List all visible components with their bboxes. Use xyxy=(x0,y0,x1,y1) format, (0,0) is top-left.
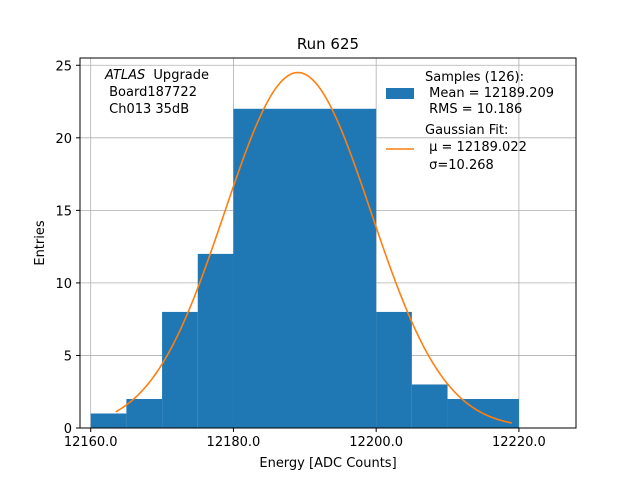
gaussian-fit-curve xyxy=(115,71,512,424)
annotation-line-2: Board187722 xyxy=(105,85,197,100)
legend-samples-swatch xyxy=(386,88,414,99)
y-tick-label: 20 xyxy=(55,132,72,147)
histogram-bar xyxy=(197,253,234,428)
legend-fit-line-3: σ=10.268 xyxy=(425,158,494,173)
legend-samples-line-2: Mean = 12189.209 xyxy=(425,86,554,101)
y-axis: 0 5 10 15 20 25 xyxy=(55,59,80,437)
y-axis-label: Entries xyxy=(33,220,48,266)
histogram-bar xyxy=(126,398,163,428)
annotation-box: ATLAS Upgrade Board187722 Ch013 35dB xyxy=(104,68,209,117)
legend-fit-line-1: Gaussian Fit: xyxy=(425,123,508,138)
x-axis-label: Energy [ADC Counts] xyxy=(259,456,396,471)
histogram-bar xyxy=(411,384,448,428)
y-tick-label: 15 xyxy=(55,204,72,219)
y-tick-label: 0 xyxy=(64,422,72,437)
annotation-line-3: Ch013 35dB xyxy=(105,102,189,117)
histogram-bar xyxy=(233,108,377,429)
legend-fit-line-2: μ = 12189.022 xyxy=(425,140,527,155)
y-tick-label: 10 xyxy=(55,277,72,292)
y-tick-label: 5 xyxy=(64,349,72,364)
histogram-bar xyxy=(376,311,412,428)
x-tick-label: 12160.0 xyxy=(64,435,118,450)
histogram-bars xyxy=(90,108,519,429)
plot-frame xyxy=(79,57,577,429)
legend: Samples (126): Mean = 12189.209 RMS = 10… xyxy=(386,70,554,173)
x-tick-label: 12220.0 xyxy=(492,435,546,450)
chart-title: Run 625 xyxy=(297,35,359,53)
legend-samples-line-3: RMS = 10.186 xyxy=(425,102,522,117)
atlas-label: ATLAS xyxy=(104,68,145,83)
y-tick-label: 25 xyxy=(55,59,72,74)
x-axis: 12160.0 12180.0 12200.0 12220.0 xyxy=(64,428,546,450)
histogram-bar xyxy=(90,413,127,428)
x-tick-label: 12200.0 xyxy=(349,435,403,450)
annotation-line-1: Upgrade xyxy=(153,68,209,83)
legend-samples-line-1: Samples (126): xyxy=(425,70,524,85)
x-tick-label: 12180.0 xyxy=(207,435,261,450)
fit-curve-group xyxy=(115,71,512,424)
svg-text:ATLAS Upgrade: ATLAS Upgrade xyxy=(104,68,209,83)
